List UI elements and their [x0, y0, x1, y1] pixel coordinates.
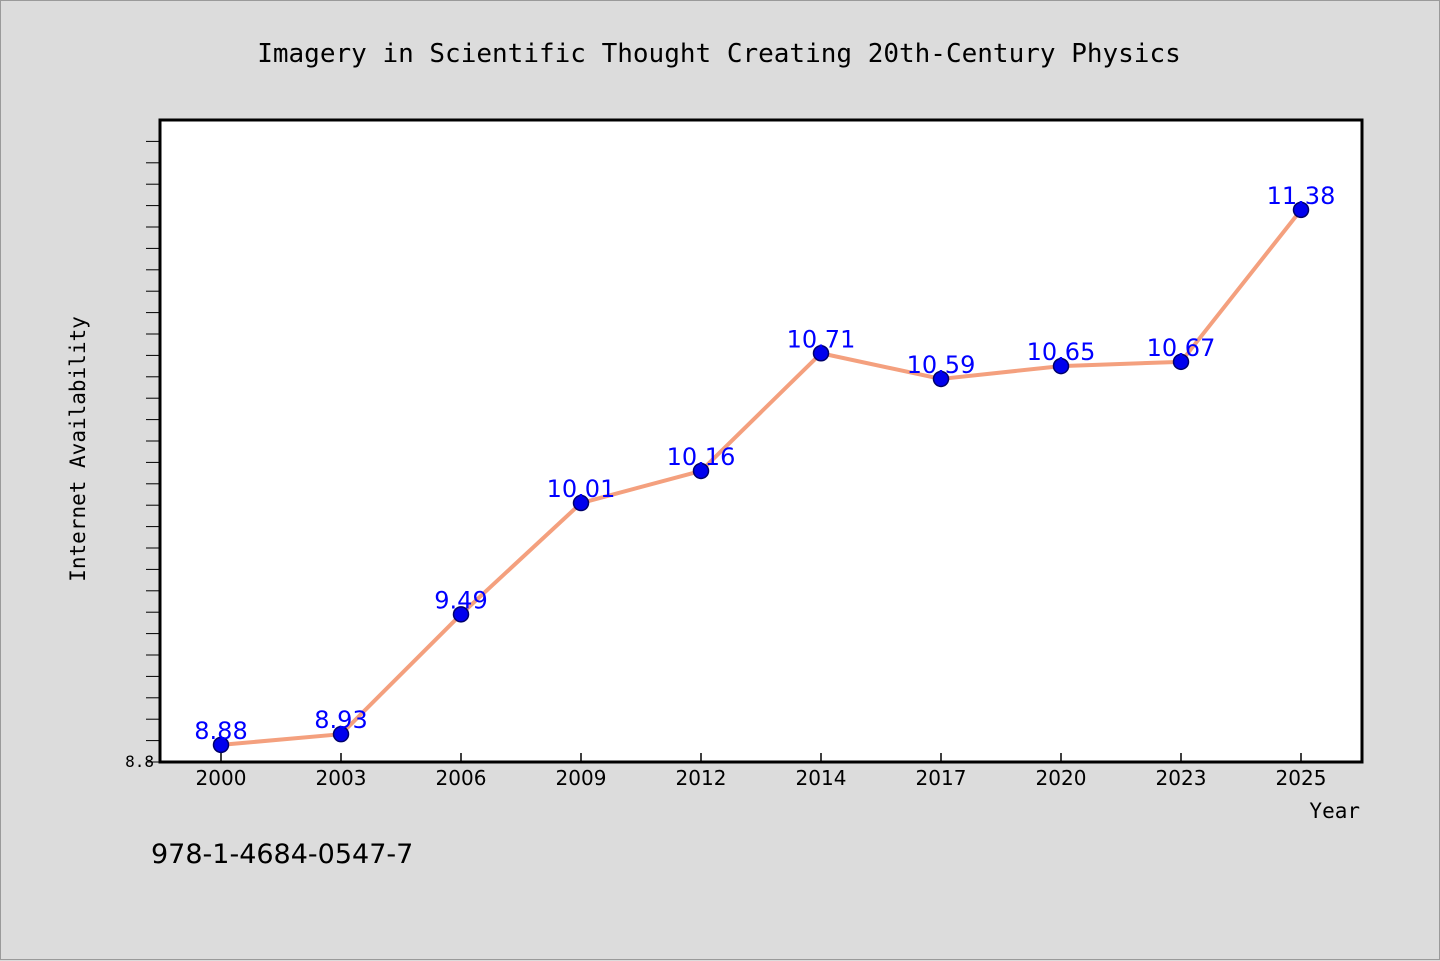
data-label: 10.67 [1147, 334, 1216, 362]
plot-area [158, 118, 1364, 764]
x-tick-label: 2009 [556, 766, 607, 790]
data-point [212, 736, 230, 754]
data-point [1172, 353, 1190, 371]
series-line [219, 207, 1303, 747]
data-label: 10.71 [787, 325, 856, 353]
y-axis-label: Internet Availability [66, 316, 90, 582]
series-group: 8.88 8.93 9.49 10.01 10.16 10.71 10.59 10.65 10.… [194, 182, 1336, 754]
data-label: 10.01 [547, 475, 616, 503]
x-tick-label: 2017 [916, 766, 967, 790]
data-label: 9.49 [434, 586, 487, 614]
data-point [1052, 357, 1070, 375]
data-point [452, 606, 470, 623]
x-tick-label: 2000 [196, 766, 247, 790]
data-point [572, 494, 590, 512]
chart-title: Imagery in Scientific Thought Creating 2… [257, 39, 1181, 69]
data-point [932, 370, 950, 388]
data-point [1292, 201, 1310, 219]
x-tick-label: 2006 [436, 766, 487, 790]
data-label: 10.59 [907, 351, 976, 379]
isbn-footer: 978-1-4684-0547-7 [151, 839, 413, 870]
y-tick-label: 8.8 [125, 752, 154, 771]
x-tick-label: 2023 [1156, 766, 1207, 790]
x-axis-ticks: 2000 2003 2006 2009 2012 2014 2017 2020 2023 2025 [196, 753, 1327, 790]
data-label: 8.88 [194, 717, 247, 745]
data-label: 8.93 [314, 706, 367, 734]
data-label: 10.16 [667, 443, 736, 471]
x-tick-label: 2014 [796, 766, 847, 790]
x-tick-label: 2003 [316, 766, 367, 790]
data-label: 10.65 [1027, 338, 1096, 366]
data-label: 11.38 [1267, 182, 1336, 210]
data-point [332, 725, 350, 743]
x-tick-label: 2020 [1036, 766, 1087, 790]
x-tick-label: 2012 [676, 766, 727, 790]
x-axis-label: Year [1309, 799, 1360, 823]
data-point [692, 462, 710, 480]
y-axis-ticks [146, 140, 160, 763]
data-point [812, 345, 830, 362]
x-tick-label: 2025 [1276, 766, 1327, 790]
